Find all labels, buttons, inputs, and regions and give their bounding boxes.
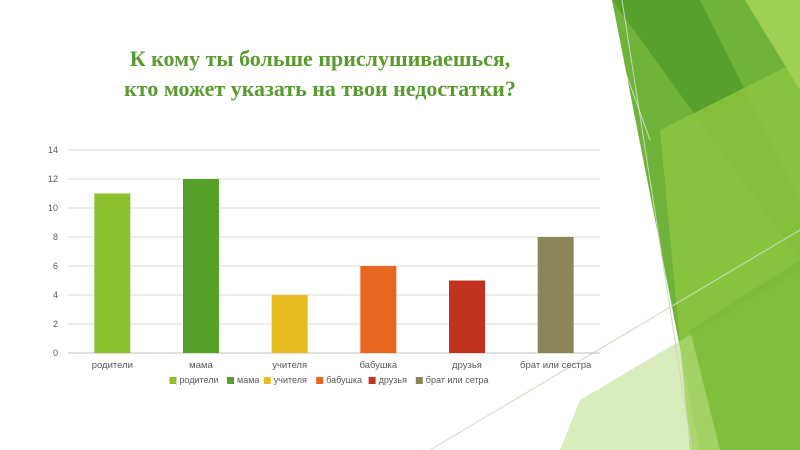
chart-legend: родители мама учителя бабушка друзья брат или… [169,375,489,385]
legend-swatch [169,377,177,384]
y-tick-label: 2 [53,319,58,329]
y-tick-label: 14 [48,145,58,155]
decor-line-3 [429,229,800,450]
y-tick-label: 10 [48,203,58,213]
y-tick-label: 8 [53,232,58,242]
x-tick-label: мама [189,360,213,371]
decor-line-2 [611,34,651,141]
x-tick-label: родители [92,360,133,371]
bar [271,295,308,353]
x-axis: родители мама учителя бабушка друзья брат или… [92,360,592,371]
y-tick-label: 0 [53,348,58,358]
x-tick-label: друзья [452,360,482,371]
y-tick-label: 12 [48,174,58,184]
legend-label: бабушка [326,375,362,385]
y-tick-label: 6 [53,261,58,271]
legend-label: друзья [379,375,407,385]
slide-title-line-1: К кому ты больше прислушиваешься, [129,46,511,71]
x-tick-label: брат или сестра [520,360,592,371]
legend-swatch [263,377,271,384]
slide-title: К кому ты больше прислушиваешься, кто мо… [40,44,600,104]
legend-swatch [227,377,234,384]
bar [94,193,131,353]
bar [360,266,397,353]
bar [449,280,485,353]
x-tick-label: бабушка [359,360,397,371]
bar [537,237,574,353]
legend-swatch [368,377,376,384]
y-axis: 0 2 4 6 8 10 12 14 [48,145,58,358]
y-tick-label: 4 [53,290,58,300]
legend-swatch [316,377,324,384]
legend-swatch [415,377,423,384]
x-tick-label: учителя [272,360,307,371]
chart-bars [94,179,574,353]
decor-line-1 [621,0,693,450]
decor-shape-top [745,0,800,90]
legend-label: родители [179,375,218,385]
legend-label: учителя [274,375,307,385]
chart-grid [68,149,600,354]
slide-title-line-2: кто может указать на твои недостатки? [124,76,516,101]
bar [183,179,219,353]
legend-label: мама [237,375,259,385]
legend-label: брат или сетра [426,375,489,385]
decor-shape-bottom [690,260,800,450]
